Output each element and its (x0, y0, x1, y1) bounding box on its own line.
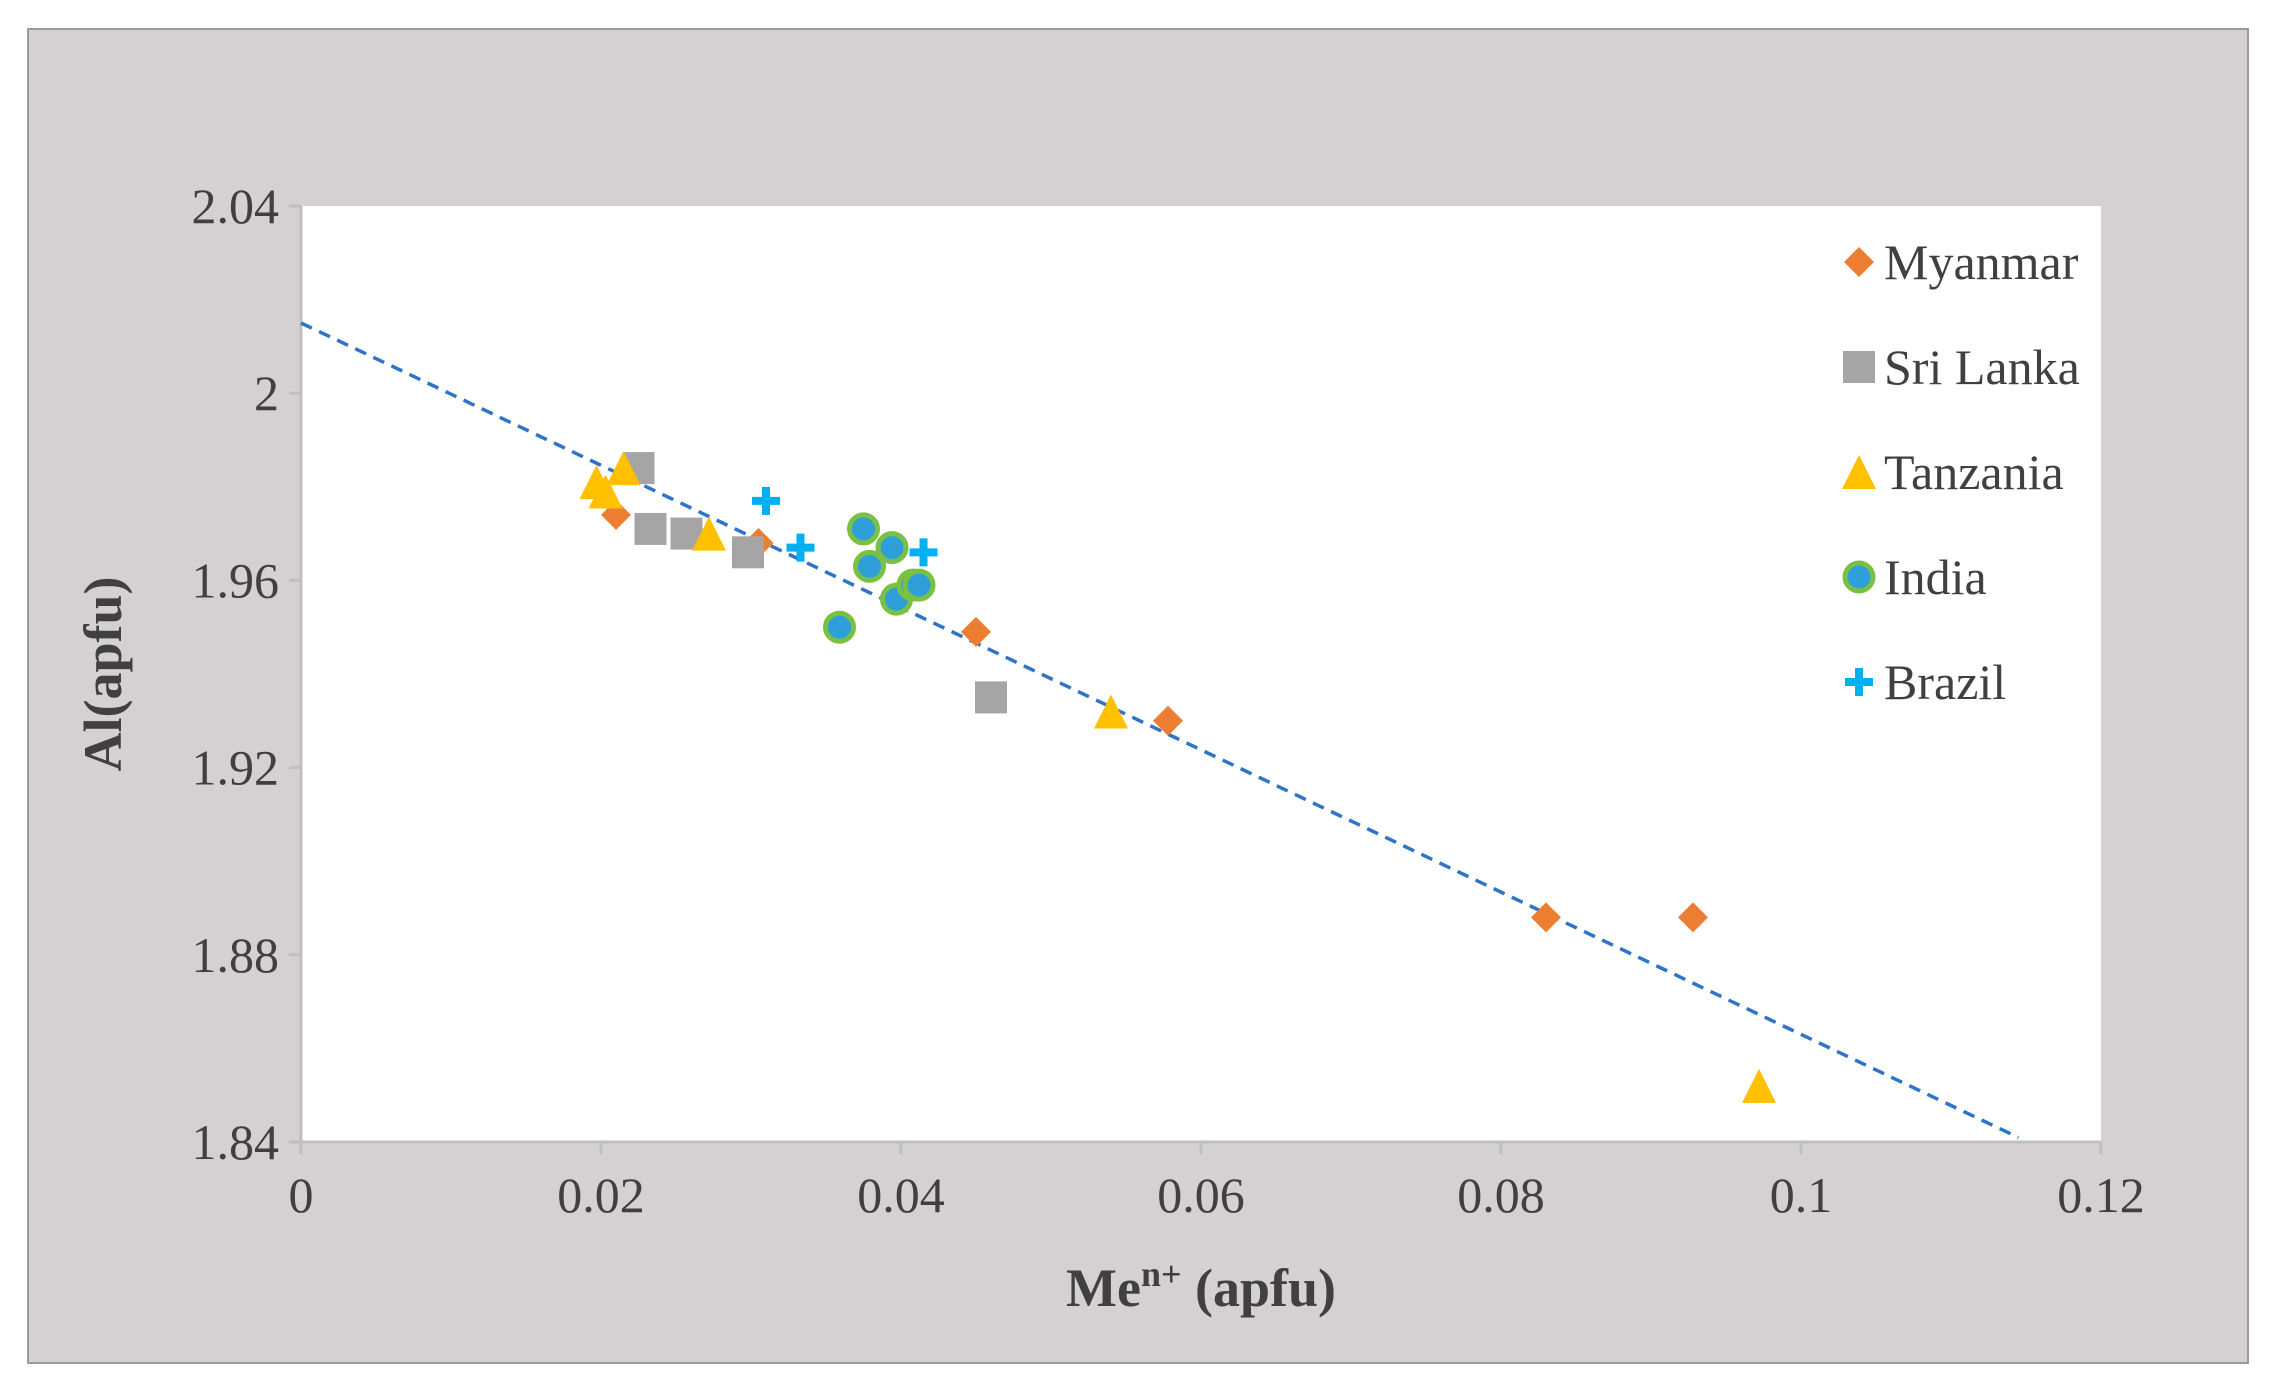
x-tick-label: 0 (289, 1167, 314, 1223)
x-tick-label: 0.04 (857, 1167, 945, 1223)
data-point-tanzania (588, 474, 623, 509)
trendline (300, 321, 2020, 1140)
data-point-myanmar (1153, 705, 1183, 736)
x-axis-title-superscript: n+ (1141, 1254, 1182, 1294)
x-tick-label: 0.06 (1157, 1167, 1245, 1223)
data-point-myanmar (1678, 902, 1708, 933)
x-axis-title-main: Me (1066, 1258, 1141, 1318)
data-point-india (875, 531, 909, 565)
legend-marker-brazil (1845, 668, 1873, 696)
plot-area (301, 206, 2101, 1142)
data-point-tanzania (692, 516, 726, 551)
y-tick-label: 2.04 (192, 178, 280, 234)
data-point-myanmar (961, 616, 991, 647)
legend-marker-sri-lanka (1843, 351, 1875, 383)
legend-marker-myanmar (1844, 247, 1874, 277)
data-point-sri-lanka (975, 681, 1007, 714)
data-point-sri-lanka (634, 512, 667, 545)
legend-marker-india (1842, 560, 1876, 594)
scatter-chart: Myanmar Sri Lanka Tanzania India Brazil 1.84… (73, 178, 2145, 1318)
data-point-tanzania (1742, 1068, 1776, 1103)
data-point-india (847, 512, 880, 546)
y-tick-label: 1.88 (192, 927, 280, 983)
data-point-tanzania (1094, 694, 1128, 729)
y-axis-title: Al(apfu) (73, 576, 133, 771)
y-tick-label: 1.84 (192, 1114, 280, 1170)
chart-frame: Myanmar Sri Lanka Tanzania India Brazil 1.84… (27, 28, 2249, 1364)
data-point-brazil (909, 538, 938, 567)
data-point-myanmar (1531, 902, 1561, 933)
y-tick-label: 1.96 (192, 552, 280, 608)
legend-marker-tanzania (1842, 455, 1876, 489)
data-point-tanzania (606, 451, 641, 486)
y-tick-label: 1.92 (192, 740, 280, 796)
legend-label-myanmar: Myanmar (1884, 234, 2079, 290)
data-point-sri-lanka (732, 536, 764, 569)
data-point-india (902, 568, 936, 602)
x-tick-label: 0.12 (2057, 1167, 2145, 1223)
legend-label-tanzania: Tanzania (1884, 444, 2064, 500)
data-point-india (853, 549, 886, 583)
x-axis-title-suffix: (apfu) (1181, 1258, 1336, 1318)
data-point-brazil (752, 486, 780, 515)
x-axis-title: Men+ (apfu) (1066, 1254, 1336, 1318)
x-tick-label: 0.08 (1457, 1167, 1545, 1223)
x-tick-label: 0.02 (557, 1167, 645, 1223)
legend-label-india: India (1884, 549, 1987, 605)
legend-label-sri-lanka: Sri Lanka (1884, 339, 2080, 395)
legend-label-brazil: Brazil (1884, 654, 2006, 710)
data-point-india (823, 610, 856, 644)
data-point-brazil (786, 533, 815, 562)
y-tick-label: 2 (254, 365, 279, 421)
x-tick-label: 0.1 (1770, 1167, 1833, 1223)
